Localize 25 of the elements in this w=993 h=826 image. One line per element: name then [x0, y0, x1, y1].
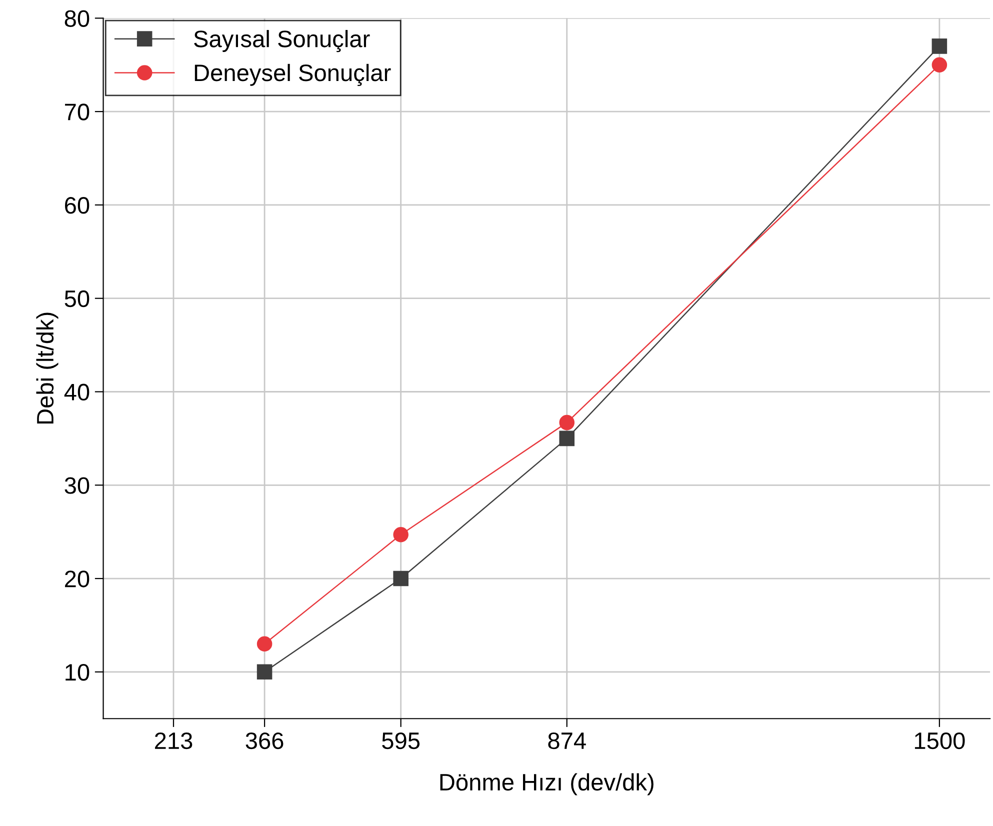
y-tick-label: 10: [66, 664, 90, 681]
x-tick-label: 213: [154, 732, 192, 750]
point: [559, 414, 575, 430]
point: [559, 430, 575, 446]
point: [393, 526, 408, 542]
legend-label: Deneysel Sonuçlar: [194, 64, 391, 86]
y-tick-label: 70: [65, 104, 90, 120]
y-axis-title: Debi (lt/dk): [36, 312, 58, 424]
point: [256, 664, 272, 680]
y-tick-label: 60: [65, 197, 90, 214]
x-tick-label: 1500: [914, 732, 965, 750]
point: [932, 38, 948, 54]
legend-label: Sayısal Sonuçlar: [194, 30, 370, 52]
x-axis-title: Dönme Hızı (dev/dk): [440, 773, 654, 796]
x-tick-label: 595: [382, 732, 420, 750]
y-tick-label: 80: [64, 10, 90, 27]
point: [932, 57, 948, 73]
point: [393, 570, 408, 586]
x-tick-label: 874: [548, 732, 586, 750]
point: [256, 636, 272, 652]
y-tick-label: 50: [64, 290, 90, 308]
y-tick-label: 40: [64, 384, 90, 401]
y-tick-label: 20: [65, 570, 90, 588]
x-tick-label: 366: [246, 732, 284, 750]
y-tick-label: 30: [64, 477, 90, 494]
